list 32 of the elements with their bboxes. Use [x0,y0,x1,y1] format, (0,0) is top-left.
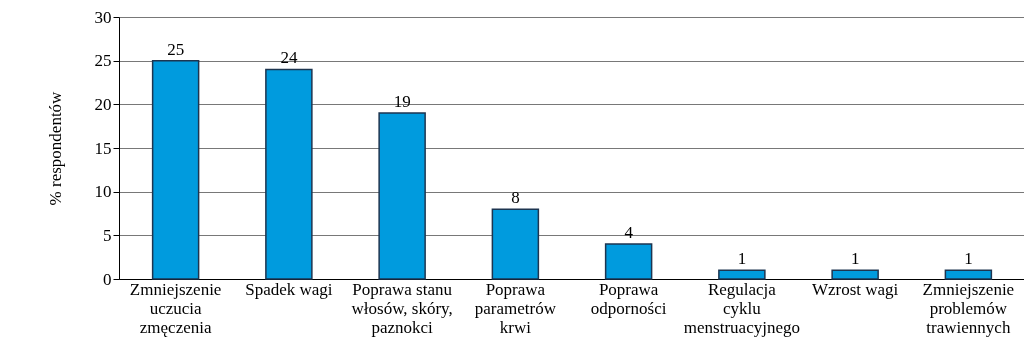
data-label: 25 [167,39,185,59]
x-tick-label: Poprawa stanu włosów, skóry, paznokci [351,279,453,337]
x-tick-label: Wzrost wagi [811,279,899,299]
bar [265,68,313,280]
x-tick-label: Spadek wagi [245,279,333,299]
bar [151,59,200,280]
y-tick-label: 0 [103,269,112,289]
x-tick-label: Zmniejszenie problemów trawiennych [922,279,1015,337]
bar [718,269,766,280]
bar [944,269,993,280]
bar [831,269,879,280]
bar [378,112,426,280]
data-label: 4 [624,223,634,243]
y-tick-label: 15 [94,138,112,158]
data-label: 19 [393,92,411,112]
x-tick-label: Poprawa parametrów krwi [474,279,557,337]
y-axis-title: % respondentów [45,90,65,206]
bar [491,208,540,280]
data-label: 1 [737,249,747,269]
x-tick-label: Poprawa odporności [590,279,667,318]
y-tick-label: 10 [94,182,112,202]
x-tick-label: Regulacja cyklu menstruacyjnego [683,279,800,337]
data-label: 24 [280,48,298,68]
y-tick-label: 20 [94,94,112,114]
data-label: 1 [964,249,973,269]
x-tick-label: Zmniejszenie uczucia zmęczenia [129,279,222,337]
y-tick-label: 25 [94,51,112,71]
data-label: 8 [511,188,520,208]
bar [604,243,653,280]
data-label: 1 [850,249,860,269]
y-tick-label: 5 [103,225,112,245]
y-tick-label: 30 [94,7,112,27]
